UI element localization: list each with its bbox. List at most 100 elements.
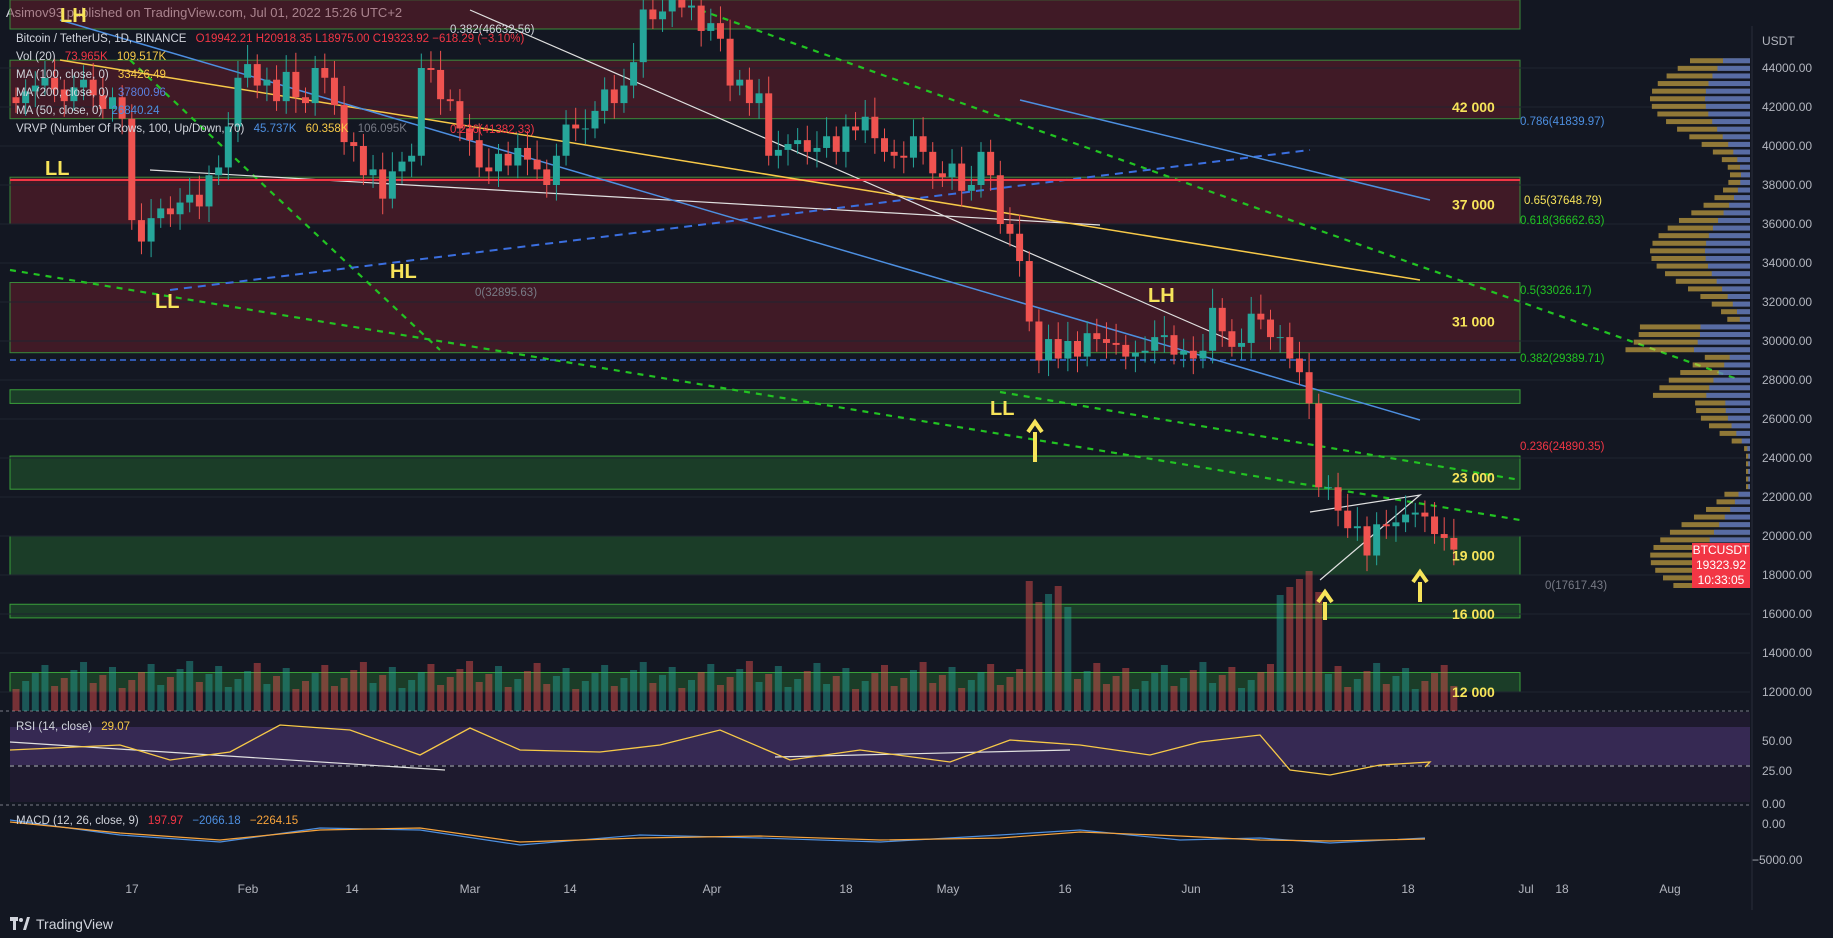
- legend-ma100-val: 33426.49: [117, 69, 166, 81]
- volume-bar: [726, 677, 734, 711]
- candle-body: [1006, 224, 1014, 234]
- volume-bar: [340, 678, 348, 711]
- candle-body: [1170, 335, 1178, 355]
- candle-body: [224, 126, 232, 168]
- volume-bar: [765, 674, 773, 711]
- vrvp-bar: [1666, 73, 1750, 79]
- volume-bar: [22, 681, 30, 711]
- candle-body: [1199, 350, 1207, 359]
- volume-bar: [562, 668, 570, 711]
- candle-body: [678, 0, 686, 8]
- volume-bar: [89, 683, 97, 711]
- level-label: 16 000: [1452, 606, 1495, 622]
- volume-bar: [31, 673, 39, 711]
- sr-zone: [9, 59, 1521, 120]
- legend-ma100-label: MA (100, close, 0): [16, 69, 109, 81]
- volume-bar: [861, 681, 869, 711]
- candle-body: [697, 5, 705, 31]
- volume-bar: [900, 678, 908, 711]
- volume-bar: [379, 675, 387, 711]
- candle-body: [263, 79, 271, 86]
- volume-bar: [456, 669, 464, 711]
- rsi-value: 29.07: [101, 721, 131, 733]
- tradingview-brand[interactable]: TradingView: [10, 910, 113, 938]
- volume-bar: [137, 672, 145, 711]
- vrvp-bar: [1712, 225, 1750, 231]
- x-tick-label: 14: [345, 882, 359, 896]
- vrvp-bar: [1652, 240, 1750, 246]
- vrvp-bar: [1681, 522, 1750, 528]
- fib-label: 0.65(37648.79): [1524, 195, 1602, 207]
- fib-label: 0.5(33026.17): [1520, 285, 1592, 297]
- candle-body: [688, 5, 695, 8]
- candle-body: [1141, 350, 1149, 353]
- candle-body: [495, 153, 502, 172]
- volume-bar: [909, 670, 917, 711]
- volume-bar: [688, 680, 695, 711]
- volume-bar: [1074, 679, 1081, 711]
- price-tick-label: 42000.00: [1762, 100, 1812, 114]
- x-tick-label: Jul: [1518, 882, 1533, 896]
- candle-body: [350, 142, 358, 146]
- vrvp-bar: [1700, 324, 1750, 330]
- candle-body: [1247, 313, 1255, 343]
- volume-bar: [1016, 669, 1024, 711]
- vrvp-bar: [1719, 522, 1750, 528]
- volume-bar: [1247, 680, 1255, 711]
- candle-body: [1411, 512, 1419, 515]
- volume-bar: [1353, 679, 1361, 711]
- candle-body: [774, 149, 782, 156]
- trend-line: [999, 390, 1521, 482]
- vrvp-bar: [1667, 225, 1750, 231]
- level-label: 23 000: [1452, 470, 1495, 486]
- candle-body: [649, 9, 657, 20]
- candle-body: [244, 64, 252, 78]
- volume-bar: [1122, 668, 1130, 711]
- volume-bar: [1045, 594, 1053, 711]
- volume-bar: [263, 684, 271, 711]
- candle-body: [523, 147, 531, 160]
- candle-body: [1102, 339, 1110, 343]
- price-tick-label: 40000.00: [1762, 139, 1812, 153]
- candle-body: [736, 79, 744, 86]
- vrvp-bar: [1740, 172, 1750, 178]
- volume-bar: [1411, 689, 1419, 711]
- candle-body: [929, 151, 937, 174]
- candle-body: [398, 161, 406, 172]
- volume-bar: [996, 685, 1004, 711]
- volume-bar: [128, 680, 136, 711]
- chart-canvas[interactable]: 42 000 37 000 31 000 23 000 19 000 16 000 12 0…: [0, 0, 1833, 910]
- vrvp-bar: [1721, 157, 1750, 163]
- x-tick-label: 18: [1401, 882, 1415, 896]
- candle-body: [340, 105, 348, 143]
- fib-label: 0.786(41839.97): [1520, 116, 1605, 128]
- candle-body: [591, 110, 599, 129]
- x-tick-label: Apr: [703, 882, 722, 896]
- macd-v2: −2066.18: [192, 815, 241, 827]
- candle-body: [1189, 350, 1197, 359]
- x-tick-label: Feb: [238, 882, 259, 896]
- candle-body: [166, 208, 174, 215]
- volume-bar: [881, 665, 888, 711]
- candle-body: [755, 93, 763, 104]
- vrvp-bar: [1705, 255, 1750, 261]
- candle-body: [881, 138, 888, 152]
- volume-bar: [707, 664, 715, 711]
- legend-symbol-row: Bitcoin / TetherUS, 1D, BINANCE O19942.2…: [16, 33, 524, 45]
- volume-bar: [745, 661, 753, 711]
- trend-line: [1309, 494, 1423, 581]
- volume-bar: [1382, 684, 1390, 711]
- volume-bar: [716, 685, 724, 711]
- volume-bar: [1131, 689, 1139, 711]
- candle-body: [369, 169, 377, 176]
- vrvp-bar: [1717, 65, 1750, 71]
- volume-bar: [292, 689, 300, 711]
- candle-body: [137, 220, 145, 242]
- vrvp-bar: [1691, 210, 1750, 216]
- candle-body: [745, 79, 753, 104]
- vrvp-bar: [1729, 202, 1750, 208]
- volume-bar: [398, 688, 406, 711]
- candle-body: [273, 79, 281, 102]
- candle-body: [514, 147, 522, 166]
- vrvp-bar: [1727, 164, 1750, 170]
